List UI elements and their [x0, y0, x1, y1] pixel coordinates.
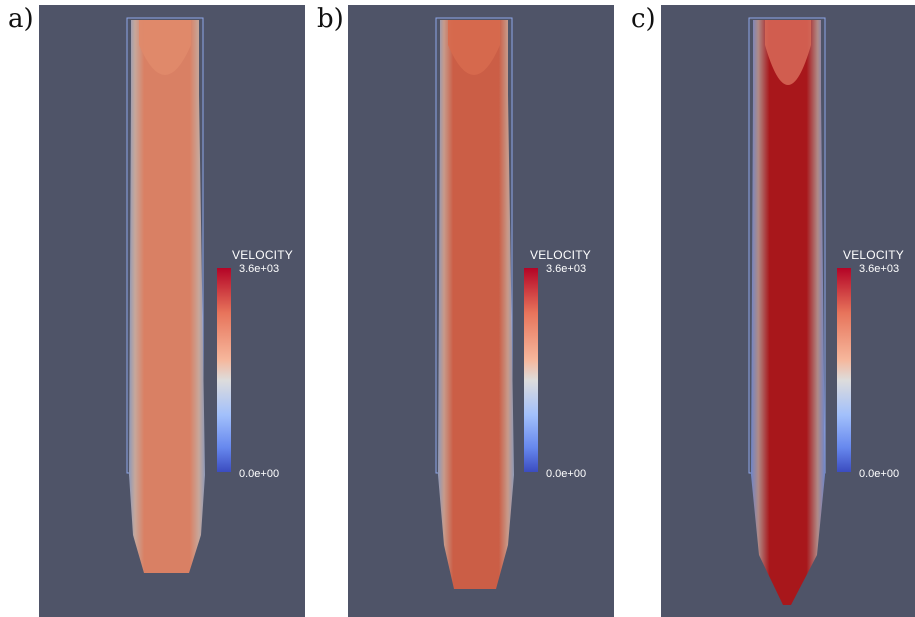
legend-title-c: VELOCITY	[843, 248, 904, 262]
jet-render-c	[748, 17, 826, 605]
panel-label-b: b)	[317, 4, 344, 34]
legend-min-a: 0.0e+00	[239, 468, 280, 480]
jet-body-c	[751, 20, 825, 605]
legend-title-a: VELOCITY	[232, 248, 293, 262]
jet-body-b	[438, 20, 514, 589]
panel-label-a: a)	[8, 4, 34, 34]
simulation-panel-a: VELOCITY 3.6e+03 0.0e+00	[39, 5, 305, 617]
legend-max-b: 3.6e+03	[546, 263, 587, 275]
simulation-panel-b: VELOCITY 3.6e+03 0.0e+00	[348, 5, 614, 617]
colorbar-c	[837, 268, 851, 472]
colorbar-b	[524, 268, 538, 472]
jet-render-a	[126, 17, 205, 573]
jet-render-b	[435, 17, 514, 589]
colorbar-a	[217, 268, 231, 472]
legend-title-b: VELOCITY	[530, 248, 591, 262]
legend-min-c: 0.0e+00	[859, 468, 900, 480]
legend-max-c: 3.6e+03	[859, 263, 900, 275]
panel-label-c: c)	[631, 4, 656, 34]
legend-max-a: 3.6e+03	[239, 263, 280, 275]
jet-body-a	[129, 20, 205, 573]
simulation-panel-c: VELOCITY 3.6e+03 0.0e+00	[661, 5, 915, 617]
jet-head-a	[139, 20, 191, 75]
jet-head-c	[765, 20, 811, 85]
legend-min-b: 0.0e+00	[546, 468, 587, 480]
jet-head-b	[448, 20, 500, 75]
